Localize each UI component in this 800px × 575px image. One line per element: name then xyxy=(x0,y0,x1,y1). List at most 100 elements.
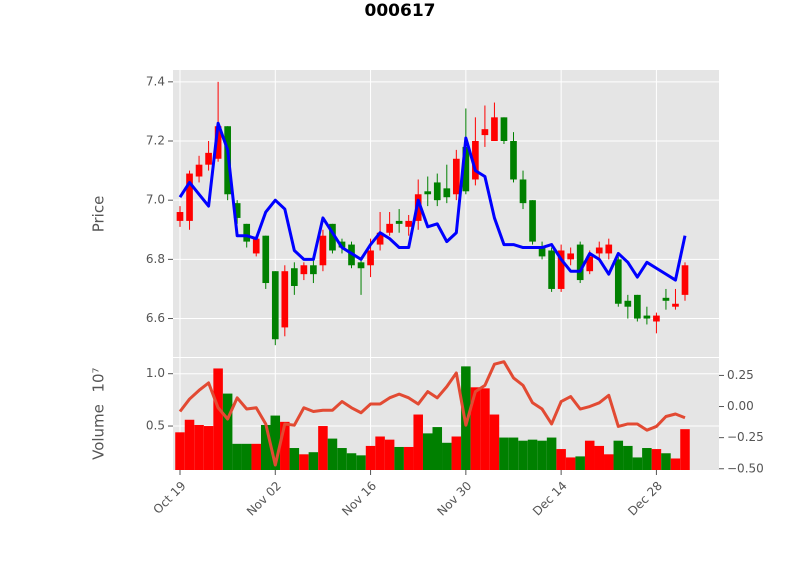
volume-bar xyxy=(222,393,233,470)
volume-bar xyxy=(260,424,271,470)
candle-body xyxy=(376,232,384,245)
volume-bar xyxy=(241,443,252,470)
candle-body xyxy=(186,173,193,221)
candle-body xyxy=(310,265,317,275)
volume-bar xyxy=(594,445,605,470)
candle-body xyxy=(681,265,689,295)
volume-bar xyxy=(584,440,595,470)
candle-body xyxy=(443,188,451,198)
y-tick-label: −0.50 xyxy=(727,461,764,475)
volume-bar xyxy=(280,421,290,470)
candle-body xyxy=(662,297,670,301)
candle-body xyxy=(262,235,270,284)
candle-body xyxy=(452,158,460,195)
candle-body xyxy=(357,262,365,269)
volume-bar xyxy=(422,433,433,470)
volume-bar xyxy=(213,368,223,470)
candle-body xyxy=(233,203,241,218)
volume-bar xyxy=(556,449,566,470)
candle-body xyxy=(548,250,555,289)
volume-bar xyxy=(623,445,633,470)
candle-body xyxy=(672,303,679,307)
volume-bar xyxy=(642,448,652,470)
price-label: Price xyxy=(90,196,108,233)
y-tick-label: 1.0 xyxy=(146,366,165,380)
candle-body xyxy=(624,300,632,307)
volume-bar xyxy=(546,437,557,470)
x-tick-label: Dec 14 xyxy=(530,479,570,519)
volume-bar xyxy=(175,432,185,470)
candle-body xyxy=(510,141,517,180)
candle-body xyxy=(462,146,470,192)
volume-bar xyxy=(194,424,204,470)
volume-label: Volume xyxy=(90,404,108,460)
volume-bar xyxy=(604,454,614,470)
candle-body xyxy=(281,271,289,328)
y-tick-label: 0.5 xyxy=(146,419,165,433)
candle-body xyxy=(634,294,641,319)
candle-body xyxy=(500,117,508,142)
candle-body xyxy=(424,191,432,195)
candle-body xyxy=(367,250,374,266)
x-tick-label: Nov 02 xyxy=(244,479,284,519)
volume-bar xyxy=(670,458,681,470)
volume-bar xyxy=(337,448,347,470)
candle-body xyxy=(472,141,479,180)
volume-bar xyxy=(480,388,490,470)
volume-bar xyxy=(632,457,643,470)
volume-bar xyxy=(527,439,538,470)
y-tick-label: 7.2 xyxy=(146,134,165,148)
y-tick-label: −0.25 xyxy=(727,430,764,444)
volume-bar xyxy=(308,452,319,470)
y-tick-label: 0.25 xyxy=(727,368,754,382)
volume-bar xyxy=(470,387,481,470)
candle-body xyxy=(576,244,584,281)
candle-body xyxy=(195,164,203,177)
x-tick-label: Dec 28 xyxy=(625,479,665,519)
volume-bar xyxy=(403,446,414,470)
candle-body xyxy=(643,315,651,319)
volume-bar xyxy=(327,438,338,470)
candle-body xyxy=(338,241,346,248)
volume-bar xyxy=(651,449,662,470)
candle-body xyxy=(243,223,251,242)
volume-bar xyxy=(575,456,585,470)
candle-body xyxy=(214,126,222,159)
volume-bar xyxy=(518,440,528,470)
candle-body xyxy=(176,212,184,221)
candle-body xyxy=(252,238,260,254)
volume-bar xyxy=(356,455,366,470)
line xyxy=(178,360,686,467)
volume-bar xyxy=(680,429,690,470)
candle-body xyxy=(595,247,603,254)
volume-bar xyxy=(346,453,357,470)
x-tick-label: Oct 19 xyxy=(151,479,189,517)
volume-bar xyxy=(489,414,500,470)
candle-body xyxy=(605,244,613,254)
candle-body xyxy=(405,220,413,227)
candle-body xyxy=(271,271,279,340)
volume-bar xyxy=(375,436,385,470)
y-tick-label: 6.6 xyxy=(146,311,165,325)
candle-body xyxy=(653,315,660,322)
candle-body xyxy=(529,200,536,242)
volume-bar xyxy=(499,437,509,470)
volume-bar xyxy=(384,439,395,470)
y-tick-label: 7.4 xyxy=(146,74,165,88)
volume-bar xyxy=(394,446,404,470)
x-tick-label: Nov 16 xyxy=(339,479,379,519)
volume-bar xyxy=(203,426,214,470)
volume-bar xyxy=(270,415,281,470)
volume-bar xyxy=(289,448,300,470)
volume-bar xyxy=(365,445,376,470)
volume-bar xyxy=(613,440,624,470)
volume-bar xyxy=(299,454,309,470)
volume-bar xyxy=(451,436,462,470)
volume-bar xyxy=(432,427,443,470)
candle-body xyxy=(395,220,403,224)
x-tick-label: Nov 30 xyxy=(434,479,474,519)
candle-body xyxy=(433,182,441,201)
volume-bar xyxy=(251,443,261,470)
candle-body xyxy=(205,152,212,165)
